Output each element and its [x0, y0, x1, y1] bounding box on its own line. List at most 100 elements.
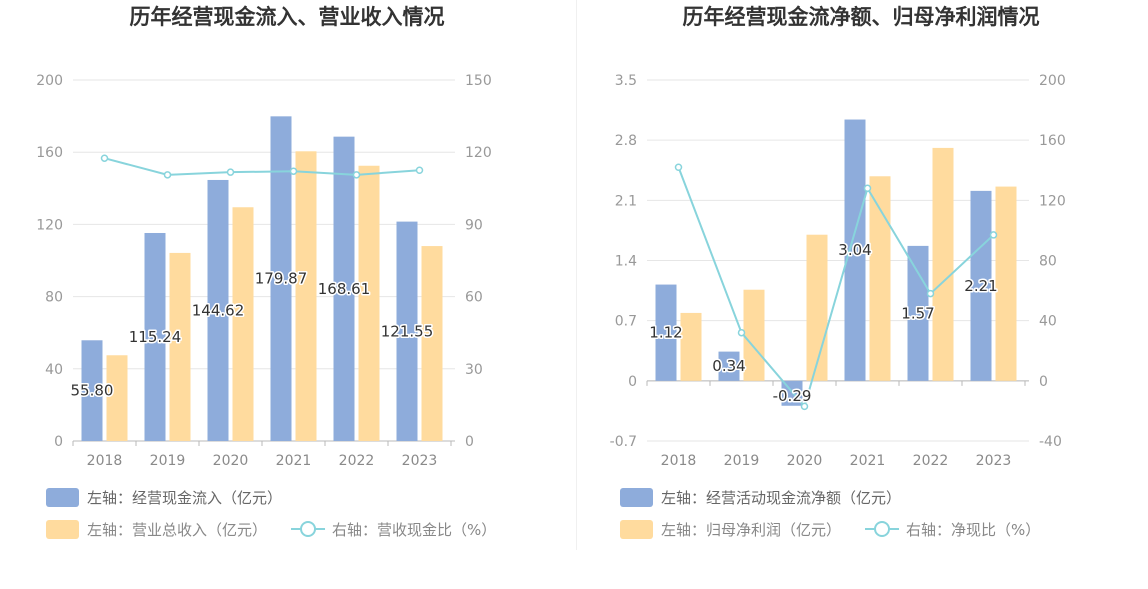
y-right-tick-label: -40 [1039, 434, 1062, 450]
bar-primary [207, 179, 229, 441]
series-line [104, 157, 420, 176]
y-left-tick-label: 2.8 [615, 133, 637, 149]
legend-swatch-bar [620, 488, 653, 507]
y-right-tick-label: 0 [1039, 374, 1048, 390]
bar-secondary [869, 176, 891, 381]
panel-divider [576, 0, 577, 550]
y-left-tick-label: 160 [36, 145, 63, 161]
bar-secondary [169, 252, 191, 441]
y-right-tick-label: 80 [1039, 254, 1057, 270]
chart-svg-netcash-profit: 历年经营现金流净额、归母净利润情况 -0.7 0 0.7 1.4 2.1 2.8 3.5 -40… [610, 5, 1066, 539]
legend-label: 左轴：归母净利润（亿元） [661, 521, 841, 539]
y-left-tick-label: 40 [45, 362, 63, 378]
bar-data-label: 1.12 [649, 324, 682, 342]
y-left-tick-label: 2.1 [615, 193, 637, 209]
y-right-tick-label: 120 [465, 145, 492, 161]
bar-secondary [932, 147, 954, 381]
y-right-tick-label: 160 [1039, 133, 1066, 149]
bar-secondary [995, 186, 1017, 381]
x-tick-label: 2019 [724, 453, 760, 469]
y-right-tick-label: 30 [465, 362, 483, 378]
line-point [352, 171, 361, 179]
line-point [163, 171, 172, 179]
x-tick-label: 2020 [213, 453, 249, 469]
line-point [100, 154, 109, 162]
x-tick-label: 2023 [976, 453, 1012, 469]
bar-primary [333, 136, 355, 442]
y-left-tick-label: 0.7 [615, 314, 637, 330]
x-tick-label: 2018 [87, 453, 123, 469]
x-tick-label: 2020 [787, 453, 823, 469]
bar-secondary [106, 355, 128, 441]
bar-secondary [232, 207, 254, 441]
bar-primary [655, 284, 677, 381]
y-left-tick-label: -0.7 [610, 434, 637, 450]
legend-label: 右轴：营收现金比（%） [332, 521, 496, 539]
chart-svg-cashflow-revenue: 历年经营现金流入、营业收入情况 0 40 80 120 160 200 0 30 60 90 120 1… [36, 5, 496, 539]
legend-swatch-bar [46, 488, 79, 507]
x-tick-label: 2019 [150, 453, 186, 469]
bar-data-label: 144.62 [192, 301, 245, 319]
bar-data-label: 0.34 [712, 357, 745, 375]
x-tick-label: 2021 [276, 453, 312, 469]
line-point [737, 328, 746, 337]
line-point [863, 184, 872, 193]
legend-label: 左轴：经营活动现金流净额（亿元） [661, 489, 901, 507]
y-right-tick-label: 40 [1039, 314, 1057, 330]
line-point [415, 166, 424, 174]
bar-data-label: 55.80 [71, 382, 114, 400]
bar-primary [718, 351, 740, 381]
bar-primary [270, 116, 292, 441]
bar-data-label: -0.29 [773, 387, 812, 405]
y-left-tick-label: 200 [36, 73, 63, 89]
line-point [800, 402, 809, 411]
bar-data-label: 115.24 [129, 328, 182, 346]
bar-secondary [743, 289, 765, 381]
y-left-tick-label: 1.4 [615, 254, 637, 270]
legend-label: 左轴：经营现金流入（亿元） [87, 489, 282, 507]
bar-primary [81, 340, 103, 441]
line-point [289, 167, 298, 175]
legend-swatch-bar [46, 520, 79, 539]
chart-panel-cashflow-revenue: 历年经营现金流入、营业收入情况 0 40 80 120 160 200 0 30 60 90 120 1… [36, 5, 496, 539]
line-point [989, 231, 998, 239]
x-tick-label: 2021 [850, 453, 886, 469]
y-left-tick-label: 80 [45, 290, 63, 306]
bar-secondary [295, 151, 317, 442]
x-tick-label: 2018 [661, 453, 697, 469]
bar-data-label: 2.21 [964, 277, 997, 295]
legend-label: 左轴：营业总收入（亿元） [87, 521, 267, 539]
y-left-tick-label: 0 [54, 434, 63, 450]
chart-title: 历年经营现金流入、营业收入情况 [130, 5, 445, 29]
bar-secondary [421, 246, 443, 441]
line-point [226, 168, 235, 176]
y-right-tick-label: 90 [465, 217, 483, 233]
x-tick-label: 2023 [402, 453, 438, 469]
legend-swatch-bar [620, 520, 653, 539]
y-left-tick-label: 120 [36, 217, 63, 233]
bar-primary [844, 119, 866, 381]
y-right-tick-label: 60 [465, 290, 483, 306]
series-line [677, 166, 995, 409]
bar-data-label: 168.61 [318, 280, 371, 298]
chart-panel-netcash-profit: 历年经营现金流净额、归母净利润情况 -0.7 0 0.7 1.4 2.1 2.8 3.5 -40… [574, 0, 1148, 589]
line-point [674, 163, 683, 171]
legend-label: 右轴：净现比（%） [906, 521, 1040, 539]
legend-swatch-marker [874, 521, 891, 537]
x-tick-label: 2022 [339, 453, 375, 469]
bar-primary [144, 232, 166, 441]
bar-data-label: 121.55 [381, 322, 434, 340]
bar-primary [396, 221, 418, 441]
y-right-tick-label: 200 [1039, 73, 1066, 89]
chart-title: 历年经营现金流净额、归母净利润情况 [683, 5, 1040, 29]
bar-data-label: 179.87 [255, 270, 308, 288]
line-point [926, 289, 935, 298]
y-right-tick-label: 0 [465, 434, 474, 450]
y-left-tick-label: 0 [628, 374, 637, 390]
bar-secondary [806, 234, 828, 381]
x-tick-label: 2022 [913, 453, 949, 469]
y-right-tick-label: 150 [465, 73, 492, 89]
y-left-tick-label: 3.5 [615, 73, 637, 89]
y-right-tick-label: 120 [1039, 193, 1066, 209]
bar-secondary [358, 165, 380, 442]
